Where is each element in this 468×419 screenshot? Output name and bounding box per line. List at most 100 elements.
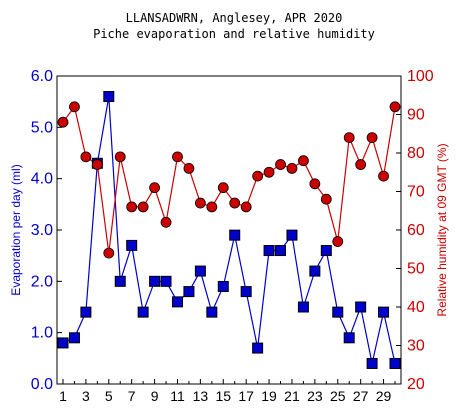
humidity-point [378,170,389,182]
humidity-point [366,132,378,144]
evaporation-point [297,301,309,313]
humidity-point [240,201,252,213]
left-tick-label: 4.0 [31,171,53,188]
evaporation-point [126,239,138,251]
x-tick-label: 25 [330,388,346,404]
x-tick-label: 19 [261,388,277,404]
right-tick-label: 70 [407,184,425,201]
left-tick-label: 5.0 [31,119,53,136]
right-tick-label: 80 [407,145,425,162]
humidity-point [160,216,172,228]
evaporation-point [183,286,195,298]
right-tick-label: 100 [407,68,434,85]
humidity-point [57,116,69,128]
humidity-point [91,159,103,170]
humidity-point [229,197,241,209]
evaporation-point [114,275,126,287]
humidity-point [69,101,80,113]
left-tick-label: 2.0 [31,273,53,290]
humidity-point [355,159,367,170]
humidity-point [320,193,332,205]
chart-subtitle: Piche evaporation and relative humidity [93,27,375,41]
evaporation-point [332,306,344,318]
right-tick-label: 90 [407,107,425,124]
x-tick-label: 17 [238,388,254,404]
evaporation-point [57,337,69,349]
right-axis-ticks: 20 30 40 50 60 70 80 90 100 [396,68,434,393]
left-tick-label: 1.0 [31,325,53,342]
humidity-point [126,201,138,213]
x-tick-label: 13 [193,388,209,404]
evaporation-point [68,332,80,344]
humidity-point [194,197,206,209]
x-tick-label: 21 [284,388,300,404]
humidity-point [298,155,309,167]
humidity-point [332,236,344,247]
evaporation-point [137,306,149,318]
evaporation-point [217,280,229,292]
evaporation-point [366,357,378,369]
x-tick-label: 3 [82,388,90,404]
humidity-point [137,201,149,213]
evaporation-point [149,275,161,287]
x-tick-label: 11 [170,388,185,404]
evaporation-point [160,275,172,287]
evaporation-point [194,265,206,277]
y-axis-right-label: Relative humidity at 09 GMT (%) [435,143,449,316]
humidity-point [263,166,275,178]
x-axis-ticks: 1 3 5 7 9 11 13 15 17 19 21 23 25 27 29 [59,379,396,404]
humidity-point [252,170,264,182]
x-tick-label: 7 [128,388,136,404]
evaporation-point [229,229,241,241]
humidity-point [103,247,115,259]
right-tick-label: 50 [407,261,425,278]
humidity-point [389,101,401,113]
evaporation-point [355,301,367,313]
humidity-point [275,159,286,170]
evaporation-point [103,91,115,103]
x-tick-label: 5 [105,388,113,404]
humidity-point [149,182,160,194]
evaporation-point [378,306,390,318]
evaporation-point [80,306,92,318]
x-tick-label: 27 [353,388,369,404]
humidity-point [183,162,195,174]
right-tick-label: 20 [407,376,425,393]
left-tick-label: 6.0 [31,68,53,85]
right-tick-label: 40 [407,299,425,316]
series-right-line [62,105,396,254]
evaporation-point [389,357,401,369]
humidity-point [80,151,92,163]
x-tick-label: 15 [215,388,231,404]
evaporation-point [286,229,298,241]
humidity-point [343,132,355,144]
humidity-point [217,182,229,194]
evaporation-point [206,306,218,318]
right-tick-label: 60 [407,222,425,239]
right-tick-label: 30 [407,338,425,355]
y-axis-left-label: Evaporation per day (ml) [9,164,23,295]
series-markers [57,91,401,369]
humidity-point [114,151,126,163]
evaporation-point [171,296,183,308]
left-tick-label: 3.0 [31,222,53,239]
evaporation-point [320,245,332,257]
x-tick-label: 9 [151,388,159,404]
humidity-point [286,162,298,174]
evaporation-point [309,265,321,277]
evaporation-point [240,286,252,298]
evaporation-point [263,245,275,257]
x-tick-label: 1 [59,388,67,404]
humidity-point [172,151,183,163]
left-tick-label: 0.0 [31,376,53,393]
left-axis-ticks: 0.0 1.0 2.0 3.0 4.0 5.0 6.0 [31,68,62,393]
x-tick-label: 23 [307,388,323,404]
humidity-point [206,201,218,213]
humidity-point [309,178,321,190]
chart-title: LLANSADWRN, Anglesey, APR 2020 [126,11,343,25]
evaporation-point [275,245,287,257]
x-tick-label: 29 [376,388,392,404]
evaporation-point [343,332,355,344]
evaporation-point [252,342,264,354]
